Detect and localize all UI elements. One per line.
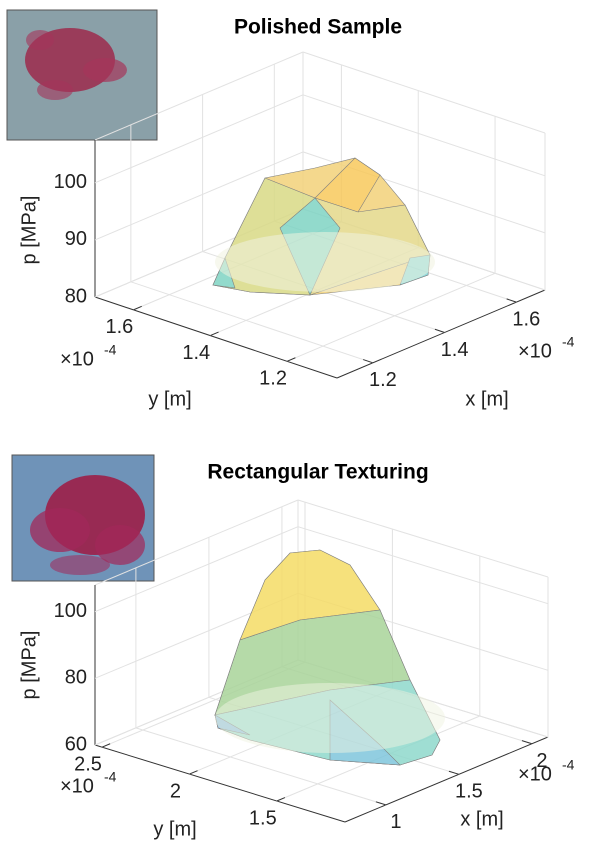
y-tick <box>287 358 295 362</box>
x-axis <box>337 290 545 378</box>
y-tick <box>277 798 285 801</box>
y-tick-label: 1.5 <box>249 807 277 829</box>
z-axis-label: p [MPa] <box>18 196 40 265</box>
y-tick <box>210 332 218 336</box>
z-tick-label: 90 <box>65 228 87 250</box>
figure: 80 90 100 1.2 1.4 1.6 1.2 1.4 1.6 Polished Sample… <box>0 0 591 846</box>
y-tick <box>189 771 197 774</box>
x-multiplier: ×10 <box>518 763 552 785</box>
y-multiplier-exponent: -4 <box>104 342 117 358</box>
z-axis-label: p [MPa] <box>18 631 40 700</box>
x-multiplier-exponent: -4 <box>562 757 575 773</box>
x-tick <box>507 299 517 302</box>
z-tick-label: 100 <box>54 171 87 193</box>
x-tick-label: 1.5 <box>455 781 483 803</box>
z-tick-label: 60 <box>65 733 87 755</box>
chart-title: Polished Sample <box>234 16 402 39</box>
inset-photo <box>7 10 157 140</box>
x-multiplier-exponent: -4 <box>562 334 575 350</box>
x-tick <box>376 802 386 805</box>
y-tick-label: 2 <box>170 780 181 802</box>
chart-title: Rectangular Texturing <box>207 461 428 484</box>
x-tick <box>435 329 445 332</box>
y-tick <box>102 744 110 747</box>
z-tick-label: 100 <box>54 600 87 622</box>
x-tick-label: 1.6 <box>512 308 540 330</box>
y-tick <box>133 306 141 310</box>
inset-photo <box>12 455 154 581</box>
x-tick-label: 1.2 <box>369 369 397 391</box>
x-axis-label: x [m] <box>460 808 503 830</box>
x-tick <box>449 771 459 774</box>
x-axis-label: x [m] <box>465 388 508 410</box>
z-tick-label: 80 <box>65 285 87 307</box>
y-multiplier: ×10 <box>60 348 94 370</box>
y-multiplier-exponent: -4 <box>104 769 117 785</box>
z-tick-label: 80 <box>65 667 87 689</box>
surface <box>215 550 445 765</box>
x-tick <box>363 360 373 363</box>
y-tick-label: 2.5 <box>74 753 102 775</box>
y-axis-label: y [m] <box>153 818 196 840</box>
y-tick-label: 1.4 <box>182 342 210 364</box>
x-tick-label: 1 <box>390 811 401 833</box>
y-tick-label: 1.6 <box>106 316 134 338</box>
x-multiplier: ×10 <box>518 340 552 362</box>
y-axis-label: y [m] <box>148 388 191 410</box>
box-edge <box>303 52 545 133</box>
surface <box>213 158 435 295</box>
grid-line <box>131 282 373 363</box>
x-tick-label: 1.4 <box>441 339 469 361</box>
y-tick-label: 1.2 <box>259 368 287 390</box>
y-axis <box>95 745 345 822</box>
x-tick <box>522 741 532 744</box>
y-multiplier: ×10 <box>60 775 94 797</box>
